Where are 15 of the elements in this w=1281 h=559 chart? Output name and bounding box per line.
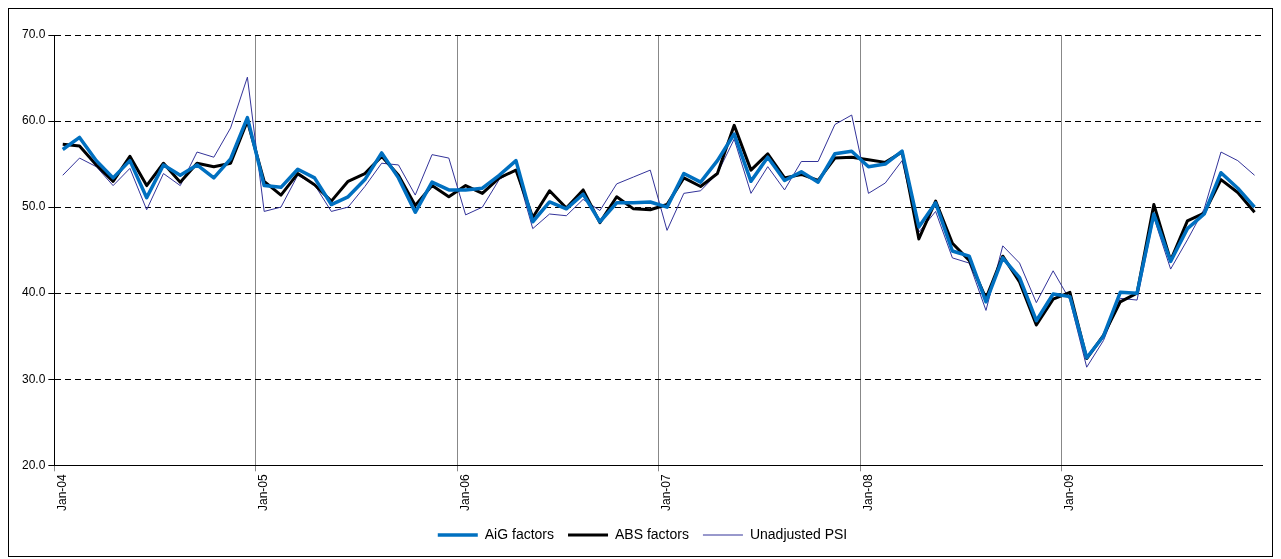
x-tick-label: Jan-05: [256, 473, 271, 512]
x-tick-label: Jan-09: [1062, 473, 1077, 512]
x-tick-label: Jan-06: [457, 473, 472, 512]
y-tick-label: 30.0: [22, 371, 46, 386]
y-tick-label: 20.0: [22, 457, 46, 472]
x-tick-label: Jan-08: [860, 473, 875, 512]
y-tick-label: 70.0: [22, 27, 46, 42]
legend-label: ABS factors: [615, 525, 689, 542]
legend-label: AiG factors: [484, 525, 555, 542]
y-tick-label: 40.0: [22, 285, 46, 300]
y-tick-label: 60.0: [22, 113, 46, 128]
y-tick-label: 50.0: [22, 199, 46, 214]
x-tick-label: Jan-07: [659, 473, 674, 512]
legend-label: Unadjusted PSI: [749, 525, 848, 542]
x-tick-label: Jan-04: [55, 473, 70, 512]
